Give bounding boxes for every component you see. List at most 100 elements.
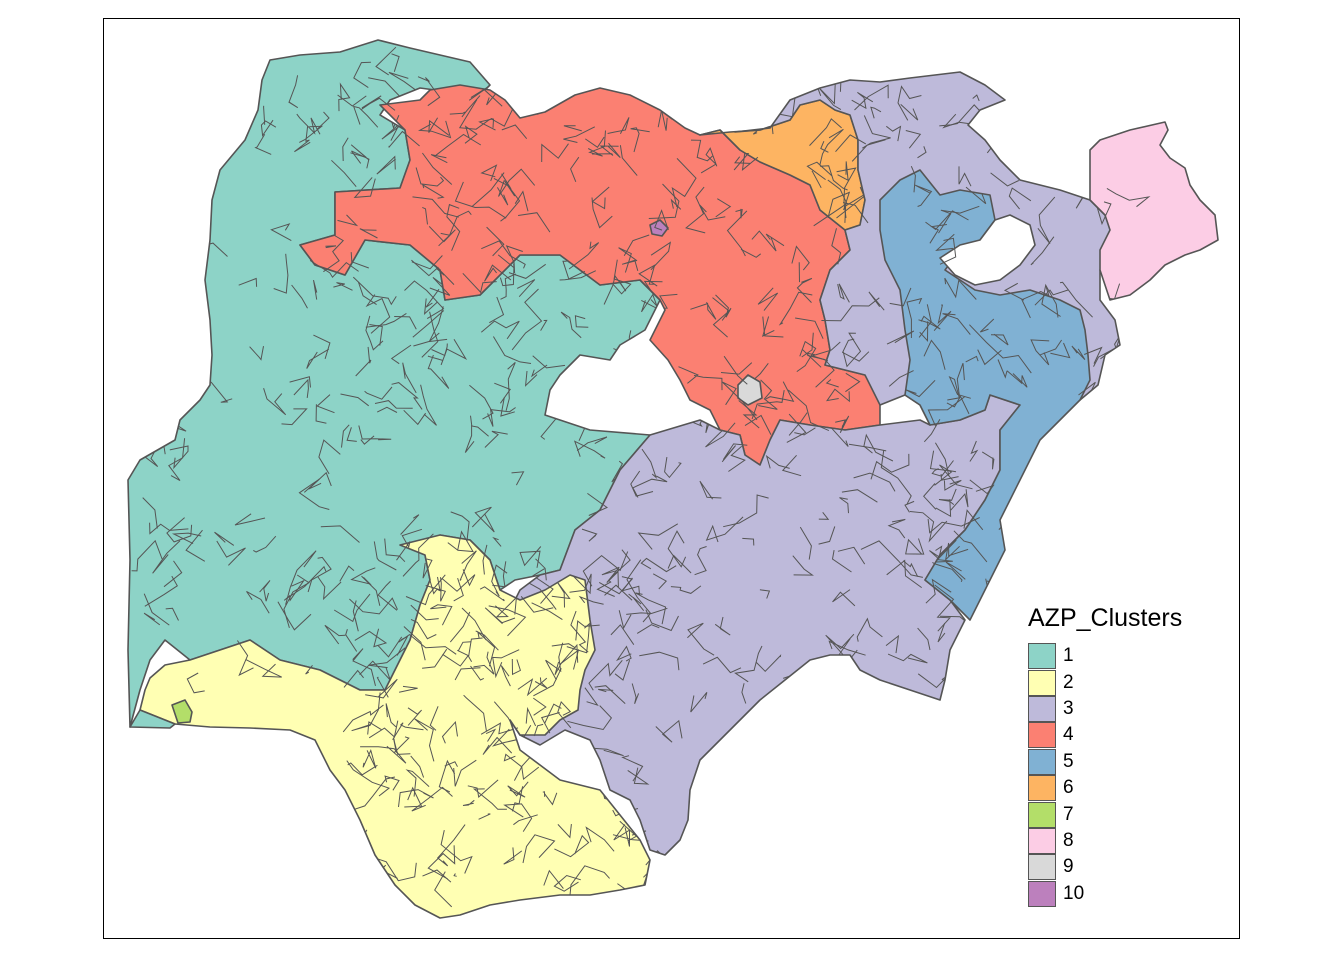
lga-boundary-line	[346, 760, 391, 797]
lga-boundary-line	[638, 264, 658, 287]
lga-boundary-line	[155, 83, 173, 107]
cluster-8-region[interactable]	[1089, 121, 1219, 301]
lga-boundary-line	[412, 310, 445, 338]
lga-boundary-line	[421, 183, 445, 199]
legend-item: 4	[1026, 722, 1182, 749]
legend-label: 10	[1063, 882, 1085, 904]
lga-boundary-line	[324, 624, 346, 645]
lga-boundary-line	[661, 110, 668, 131]
lga-boundary-line	[179, 373, 201, 399]
lga-boundary-line	[832, 589, 856, 607]
lga-boundary-line	[541, 143, 569, 163]
lga-boundary-line	[524, 370, 538, 387]
lga-boundary-line	[910, 166, 916, 193]
lga-boundary-line	[246, 590, 270, 614]
lga-boundary-line	[429, 276, 451, 296]
lga-boundary-line	[446, 203, 461, 251]
lga-boundary-line	[851, 91, 874, 110]
lga-boundary-line	[152, 540, 181, 574]
lga-boundary-line	[139, 284, 149, 304]
lga-boundary-line	[909, 511, 948, 543]
lga-boundary-line	[520, 595, 554, 613]
lga-boundary-line	[365, 294, 391, 334]
lga-boundary-line	[367, 881, 387, 899]
lga-boundary-line	[755, 654, 782, 673]
lga-boundary-line	[492, 336, 532, 364]
lga-boundary-line	[486, 59, 498, 83]
lga-boundary-line	[491, 724, 532, 747]
lga-boundary-line	[427, 354, 450, 389]
lga-boundary-line	[788, 412, 808, 436]
lga-boundary-line	[927, 396, 965, 427]
lga-boundary-line	[887, 653, 928, 664]
lga-boundary-line	[853, 472, 896, 492]
lga-boundary-line	[285, 550, 317, 605]
lga-boundary-line	[496, 187, 509, 206]
lga-boundary-line	[628, 593, 645, 612]
lga-boundary-line	[457, 641, 472, 651]
legend-item: 6	[1026, 775, 1182, 802]
lga-boundary-line	[969, 479, 995, 495]
lga-boundary-line	[557, 700, 572, 729]
lga-boundary-line	[143, 593, 170, 626]
cluster-10-region[interactable]	[649, 219, 669, 237]
lga-boundary-line	[977, 349, 1002, 366]
cluster-1-south-region[interactable]	[129, 709, 176, 729]
lga-boundary-line	[738, 400, 760, 429]
lga-boundary-line	[342, 704, 384, 733]
lga-boundary-line	[699, 204, 726, 221]
lga-boundary-line	[189, 148, 207, 165]
lga-boundary-line	[288, 75, 299, 109]
lga-boundary-line	[825, 379, 839, 388]
lga-boundary-line	[411, 259, 439, 277]
lga-boundary-line	[490, 117, 495, 128]
lga-boundary-line	[650, 293, 678, 309]
lga-boundary-line	[563, 125, 582, 132]
lga-boundary-line	[705, 516, 744, 543]
lga-boundary-line	[533, 697, 547, 716]
lga-boundary-line	[570, 156, 580, 182]
lga-boundary-line	[655, 719, 683, 743]
lga-boundary-line	[906, 297, 923, 338]
lga-boundary-line	[166, 517, 193, 543]
lga-boundary-line	[818, 526, 836, 545]
lga-boundary-line	[429, 576, 441, 595]
lga-boundary-line	[1030, 339, 1050, 366]
lga-boundary-line	[435, 133, 482, 157]
lga-boundary-line	[836, 195, 865, 219]
cluster-7-region[interactable]	[171, 699, 193, 724]
legend-item: 5	[1026, 748, 1182, 775]
lga-boundary-line	[791, 245, 810, 271]
lga-boundary-line	[525, 706, 537, 727]
lga-boundary-line	[514, 190, 529, 212]
lga-boundary-line	[245, 658, 282, 678]
lga-boundary-line	[316, 394, 335, 414]
lga-boundary-line	[270, 223, 292, 242]
lga-boundary-line	[900, 104, 919, 121]
lga-boundary-line	[497, 254, 515, 287]
lga-boundary-line	[182, 295, 191, 308]
legend-item: 8	[1026, 827, 1182, 854]
lga-boundary-line	[341, 424, 350, 448]
lga-boundary-line	[333, 282, 353, 291]
lga-boundary-line	[740, 248, 762, 258]
lga-boundary-line	[934, 464, 973, 490]
lga-boundary-line	[589, 894, 599, 918]
lga-boundary-line	[699, 480, 722, 500]
lga-boundary-line	[654, 209, 669, 231]
lga-boundary-line	[532, 568, 554, 604]
lga-boundary-line	[553, 874, 581, 892]
lga-boundary-line	[349, 597, 398, 615]
lga-boundary-line	[344, 829, 368, 846]
lga-boundary-line	[471, 172, 505, 207]
cluster-9-region[interactable]	[737, 374, 763, 406]
lga-boundary-line	[393, 738, 411, 755]
lga-boundary-line	[631, 683, 640, 704]
lga-boundary-line	[339, 821, 352, 839]
legend-swatch	[1028, 643, 1056, 670]
lga-boundary-line	[305, 664, 313, 675]
lga-boundary-line	[584, 687, 599, 707]
lga-boundary-line	[690, 139, 713, 162]
lga-boundary-line	[503, 753, 523, 781]
lga-boundary-line	[186, 672, 205, 694]
